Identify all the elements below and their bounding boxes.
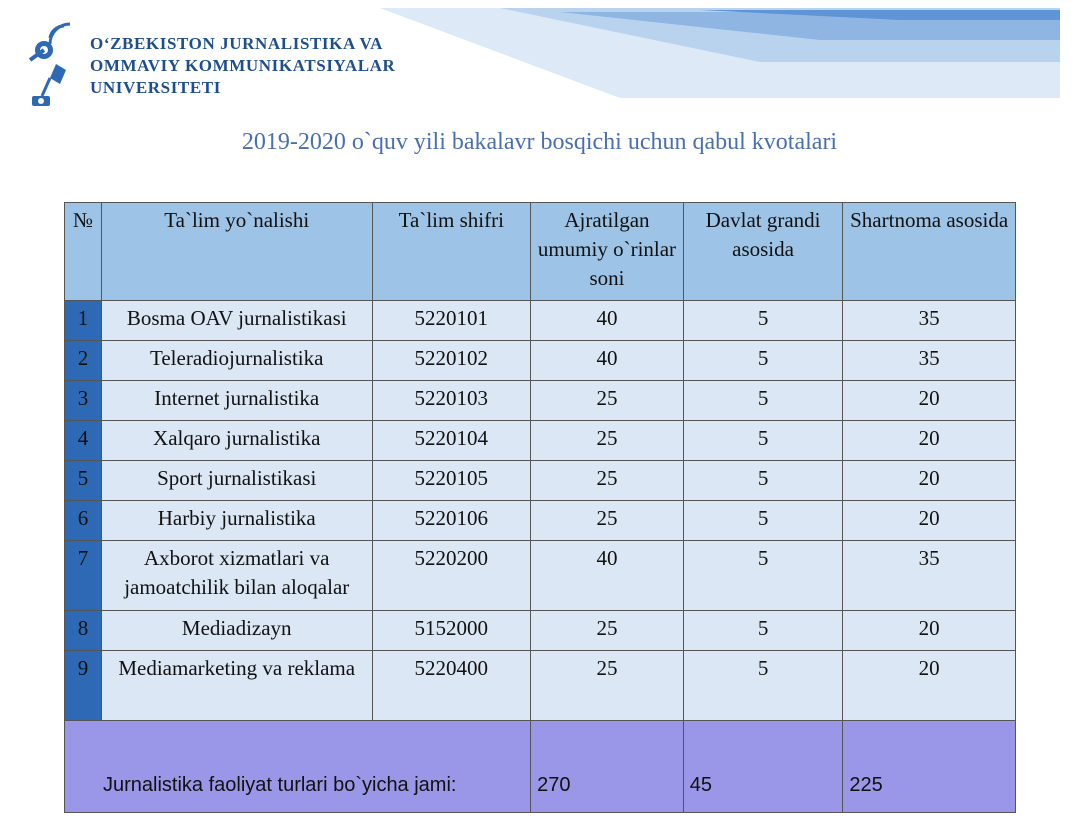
row-grant: 5 (682, 650, 844, 721)
row-total: 40 (530, 300, 684, 341)
row-code: 5152000 (371, 610, 532, 651)
header-number: № (64, 202, 102, 301)
row-total: 25 (530, 380, 684, 421)
row-number: 7 (64, 540, 102, 611)
university-name-line: UNIVERSITETI (90, 78, 221, 97)
row-direction: Teleradiojurnalistika (100, 340, 373, 381)
header-code: Ta`lim shifri (371, 202, 532, 301)
row-total: 25 (530, 460, 684, 501)
row-code: 5220200 (371, 540, 532, 611)
row-contract: 20 (842, 650, 1016, 721)
row-number: 9 (64, 650, 102, 721)
row-direction: Xalqaro jurnalistika (100, 420, 373, 461)
row-contract: 35 (842, 340, 1016, 381)
row-contract: 20 (842, 380, 1016, 421)
table-row: 6 Harbiy jurnalistika 5220106 25 5 20 (64, 500, 1016, 541)
row-grant: 5 (682, 420, 844, 461)
row-total: 25 (530, 500, 684, 541)
university-name-line: O‘ZBEKISTON JURNALISTIKA VA (90, 34, 384, 53)
row-direction: Harbiy jurnalistika (100, 500, 373, 541)
row-direction: Mediamarketing va reklama (100, 650, 373, 721)
table-header-row: № Ta`lim yo`nalishi Ta`lim shifri Ajrati… (64, 202, 1016, 301)
quota-table: № Ta`lim yo`nalishi Ta`lim shifri Ajrati… (63, 202, 1016, 813)
table-row: 9 Mediamarketing va reklama 5220400 25 5… (64, 650, 1016, 721)
row-number: 1 (64, 300, 102, 341)
row-number: 2 (64, 340, 102, 381)
header-grant: Davlat grandi asosida (682, 202, 844, 301)
row-code: 5220103 (371, 380, 532, 421)
header-total: Ajratilgan umumiy o`rinlar soni (530, 202, 684, 301)
row-grant: 5 (682, 610, 844, 651)
page-title: 2019-2020 o`quv yili bakalavr bosqichi u… (241, 129, 838, 155)
row-contract: 20 (842, 460, 1016, 501)
row-number: 4 (64, 420, 102, 461)
row-contract: 35 (842, 540, 1016, 611)
row-contract: 20 (842, 420, 1016, 461)
table-row: 3 Internet jurnalistika 5220103 25 5 20 (64, 380, 1016, 421)
row-grant: 5 (682, 540, 844, 611)
table-row: 4 Xalqaro jurnalistika 5220104 25 5 20 (64, 420, 1016, 461)
row-total: 25 (530, 610, 684, 651)
row-number: 5 (64, 460, 102, 501)
table-total-row: Jurnalistika faoliyat turlari bo`yicha j… (63, 720, 1016, 813)
total-total: 270 (530, 720, 684, 813)
header-contract: Shartnoma asosida (842, 202, 1016, 301)
table-row: 2 Teleradiojurnalistika 5220102 40 5 35 (64, 340, 1016, 381)
table-row: 1 Bosma OAV jurnalistikasi 5220101 40 5 … (64, 300, 1016, 341)
header-banner (0, 0, 1079, 110)
row-code: 5220101 (371, 300, 532, 341)
university-logo-icon (28, 22, 71, 106)
row-contract: 20 (842, 610, 1016, 651)
row-direction: Sport jurnalistikasi (100, 460, 373, 501)
row-direction: Mediadizayn (100, 610, 373, 651)
row-grant: 5 (682, 460, 844, 501)
total-contract: 225 (842, 720, 1016, 813)
row-grant: 5 (682, 340, 844, 381)
header-direction: Ta`lim yo`nalishi (100, 202, 373, 301)
table-row: 7 Axborot xizmatlari va jamoatchilik bil… (64, 540, 1016, 611)
row-code: 5220105 (371, 460, 532, 501)
total-grant: 45 (682, 720, 844, 813)
university-name: O‘ZBEKISTON JURNALISTIKA VA OMMAVIY KOMM… (90, 33, 395, 99)
total-label: Jurnalistika faoliyat turlari bo`yicha j… (63, 720, 532, 813)
row-contract: 20 (842, 500, 1016, 541)
row-code: 5220106 (371, 500, 532, 541)
row-number: 3 (64, 380, 102, 421)
row-number: 8 (64, 610, 102, 651)
table-row: 8 Mediadizayn 5152000 25 5 20 (64, 610, 1016, 651)
row-code: 5220102 (371, 340, 532, 381)
row-contract: 35 (842, 300, 1016, 341)
row-grant: 5 (682, 300, 844, 341)
university-name-line: OMMAVIY KOMMUNIKATSIYALAR (90, 56, 396, 75)
row-total: 40 (530, 540, 684, 611)
row-direction: Internet jurnalistika (100, 380, 373, 421)
row-total: 25 (530, 650, 684, 721)
row-number: 6 (64, 500, 102, 541)
row-direction: Bosma OAV jurnalistikasi (100, 300, 373, 341)
row-direction: Axborot xizmatlari va jamoatchilik bilan… (100, 540, 373, 611)
row-code: 5220400 (371, 650, 532, 721)
table-row: 5 Sport jurnalistikasi 5220105 25 5 20 (64, 460, 1016, 501)
row-total: 40 (530, 340, 684, 381)
row-code: 5220104 (371, 420, 532, 461)
row-grant: 5 (682, 380, 844, 421)
row-total: 25 (530, 420, 684, 461)
row-grant: 5 (682, 500, 844, 541)
